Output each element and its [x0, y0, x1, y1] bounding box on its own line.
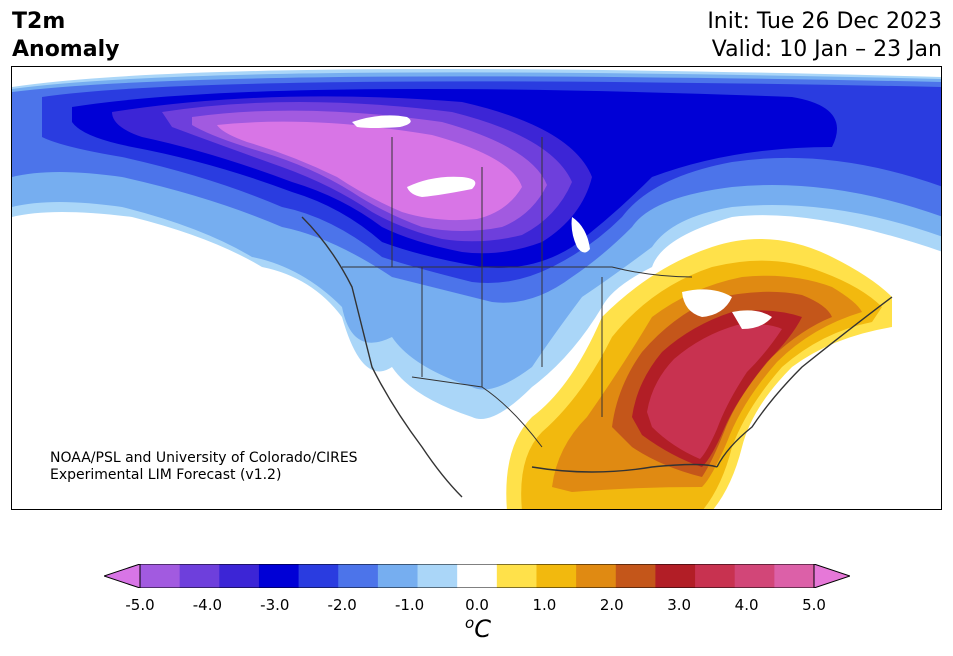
- anomaly-contour-minus-5: [217, 121, 522, 221]
- colorbar-cell: [615, 564, 656, 588]
- political-boundaries: [342, 137, 693, 448]
- title-line-2: Anomaly: [12, 37, 120, 62]
- colorbar-cell: [695, 564, 736, 588]
- forecast-credit: NOAA/PSL and University of Colorado/CIRE…: [50, 450, 358, 484]
- map-canvas: [12, 69, 941, 509]
- colorbar-tick-label: -1.0: [394, 596, 425, 614]
- colorbar-tick-label: -2.0: [327, 596, 357, 614]
- title-line-1: T2m: [12, 9, 66, 34]
- colorbar-cell: [576, 564, 617, 588]
- valid-dates: Valid: 10 Jan – 23 Jan: [711, 37, 942, 62]
- colorbar-tick-label: 4.0: [734, 596, 759, 614]
- colorbar-cell: [377, 564, 419, 588]
- colorbar: [104, 564, 850, 588]
- colorbar-ticks: -5.0 -4.0 -3.0 -2.0 -1.0 0.0 1.0 2.0 3.0 4.0 5.0: [0, 596, 953, 616]
- colorbar-unit: oC: [465, 614, 491, 643]
- great-slave-lake: [407, 176, 476, 197]
- atlantic-coastline: [716, 296, 893, 468]
- credit-line-2: Experimental LIM Forecast (v1.2): [50, 467, 282, 483]
- colorbar-extend-left: [104, 564, 140, 588]
- credit-line-1: NOAA/PSL and University of Colorado/CIRE…: [50, 450, 358, 466]
- colorbar-cell: [734, 564, 775, 588]
- anomaly-contour-plus-3: [647, 324, 782, 459]
- colorbar-cell: [536, 564, 577, 588]
- colorbar-tick-label: 2.0: [599, 596, 624, 614]
- colorbar-tick-label: 5.0: [802, 596, 826, 614]
- colorbar-cell: [298, 564, 339, 588]
- map-title: T2m Anomaly: [12, 8, 119, 64]
- colorbar-cell: [655, 564, 696, 588]
- colorbar-cell: [417, 564, 458, 588]
- colorbar-tick-label: 3.0: [667, 596, 692, 614]
- colorbar-cell: [496, 564, 537, 588]
- great-bear-lake: [352, 115, 411, 128]
- forecast-dates: Init: Tue 26 Dec 2023 Valid: 10 Jan – 23…: [707, 8, 942, 64]
- colorbar-cell: [258, 564, 300, 588]
- colorbar-cell: [179, 564, 220, 588]
- colorbar-extend-right: [814, 564, 850, 588]
- lake-winnipeg: [571, 217, 590, 253]
- us-canada-border: [342, 266, 693, 278]
- colorbar-cell: [774, 564, 815, 588]
- colorbar-cell: [457, 564, 498, 588]
- colorbar-cells: [140, 564, 815, 588]
- colorbar-cell: [338, 564, 379, 588]
- colorbar-tick-label: 0.0: [465, 596, 489, 614]
- init-date: Init: Tue 26 Dec 2023: [707, 9, 942, 34]
- anomaly-map: NOAA/PSL and University of Colorado/CIRE…: [11, 66, 942, 510]
- us-mexico-border: [411, 376, 543, 448]
- colorbar-tick-label: 1.0: [532, 596, 557, 614]
- pacific-coastline: [301, 216, 463, 498]
- colorbar-tick-label: -4.0: [192, 596, 223, 614]
- colorbar-tick-label: -5.0: [125, 596, 155, 614]
- colorbar-cell: [219, 564, 260, 588]
- colorbar-cell: [140, 564, 181, 588]
- gulf-coastline: [531, 463, 718, 473]
- colorbar-tick-label: -3.0: [260, 596, 290, 614]
- great-lakes: [682, 289, 772, 329]
